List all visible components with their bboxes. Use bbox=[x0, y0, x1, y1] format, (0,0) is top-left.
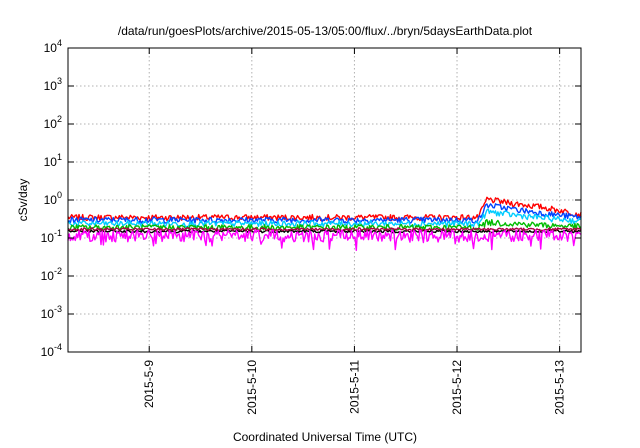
y-tick-label: 10-3 bbox=[41, 304, 62, 321]
series-line bbox=[67, 229, 582, 234]
series-line bbox=[67, 203, 582, 224]
y-tick-label: 10-4 bbox=[41, 342, 62, 359]
y-tick-label: 10-1 bbox=[41, 228, 62, 245]
y-tick-label: 103 bbox=[44, 76, 62, 93]
series-group bbox=[67, 196, 582, 251]
series-line bbox=[67, 227, 582, 232]
y-axis: 10-4 10-3 10-2 10-1 100 101 102 103 104 bbox=[41, 38, 581, 359]
series-line bbox=[67, 229, 582, 251]
grid bbox=[68, 48, 581, 352]
x-axis-label: Coordinated Universal Time (UTC) bbox=[233, 430, 417, 444]
x-tick-label: 2015-5-10 bbox=[245, 360, 259, 415]
x-tick-label: 2015-5-12 bbox=[450, 360, 464, 415]
y-tick-label: 101 bbox=[44, 152, 62, 169]
y-tick-label: 104 bbox=[44, 38, 62, 55]
y-tick-label: 102 bbox=[44, 114, 62, 131]
x-tick-label: 2015-5-9 bbox=[142, 360, 156, 408]
x-tick-label: 2015-5-11 bbox=[347, 360, 361, 414]
y-tick-label: 10-2 bbox=[41, 266, 62, 283]
y-tick-label: 100 bbox=[44, 190, 62, 207]
y-axis-label: cSv/day bbox=[16, 179, 30, 222]
x-tick-label: 2015-5-13 bbox=[553, 360, 567, 415]
chart-title: /data/run/goesPlots/archive/2015-05-13/0… bbox=[118, 24, 533, 38]
x-axis: 2015-5-9 2015-5-10 2015-5-11 2015-5-12 2015-… bbox=[142, 48, 567, 415]
